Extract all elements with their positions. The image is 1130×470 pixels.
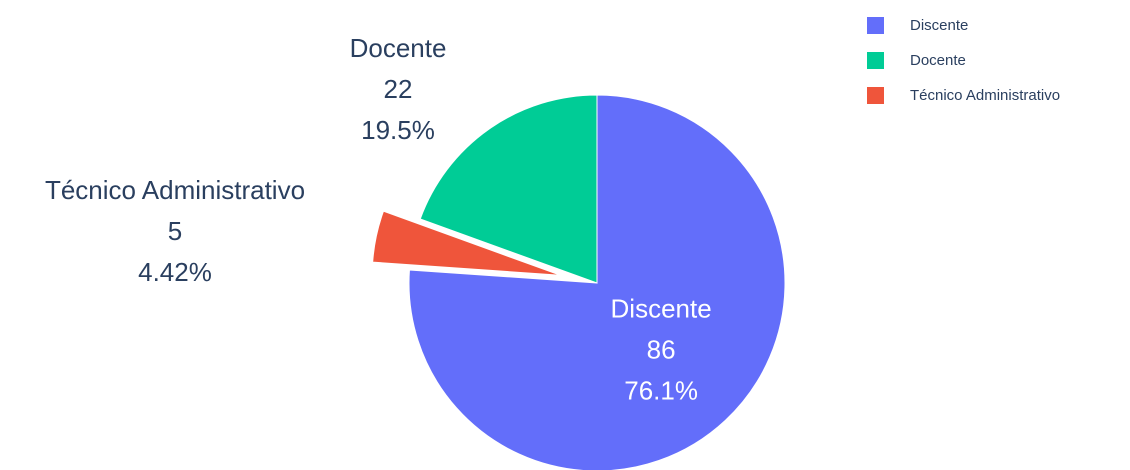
- slice-label-line: 86: [647, 335, 676, 365]
- slice-label-line: Docente: [350, 33, 447, 63]
- slice-label-line: 76.1%: [624, 376, 698, 406]
- pie-slice: [372, 210, 561, 276]
- slice-label-line: Técnico Administrativo: [45, 175, 305, 205]
- slice-label: Discente 86 76.1%: [611, 294, 712, 406]
- legend-label: Discente: [910, 17, 968, 34]
- legend-label: Docente: [910, 52, 966, 69]
- slice-label-line: 5: [168, 216, 182, 246]
- legend-swatch: [867, 52, 884, 69]
- legend-label: Técnico Administrativo: [910, 87, 1060, 104]
- slice-label-line: 4.42%: [138, 257, 212, 287]
- legend-swatch: [867, 87, 884, 104]
- slice-label-line: 19.5%: [361, 115, 435, 145]
- slice-label-line: Discente: [611, 294, 712, 324]
- slice-label: Técnico Administrativo 5 4.42%: [45, 175, 305, 287]
- pie-slice: [419, 94, 598, 284]
- legend-swatch: [867, 17, 884, 34]
- slice-label-line: 22: [384, 74, 413, 104]
- slice-label: Docente 22 19.5%: [350, 33, 447, 145]
